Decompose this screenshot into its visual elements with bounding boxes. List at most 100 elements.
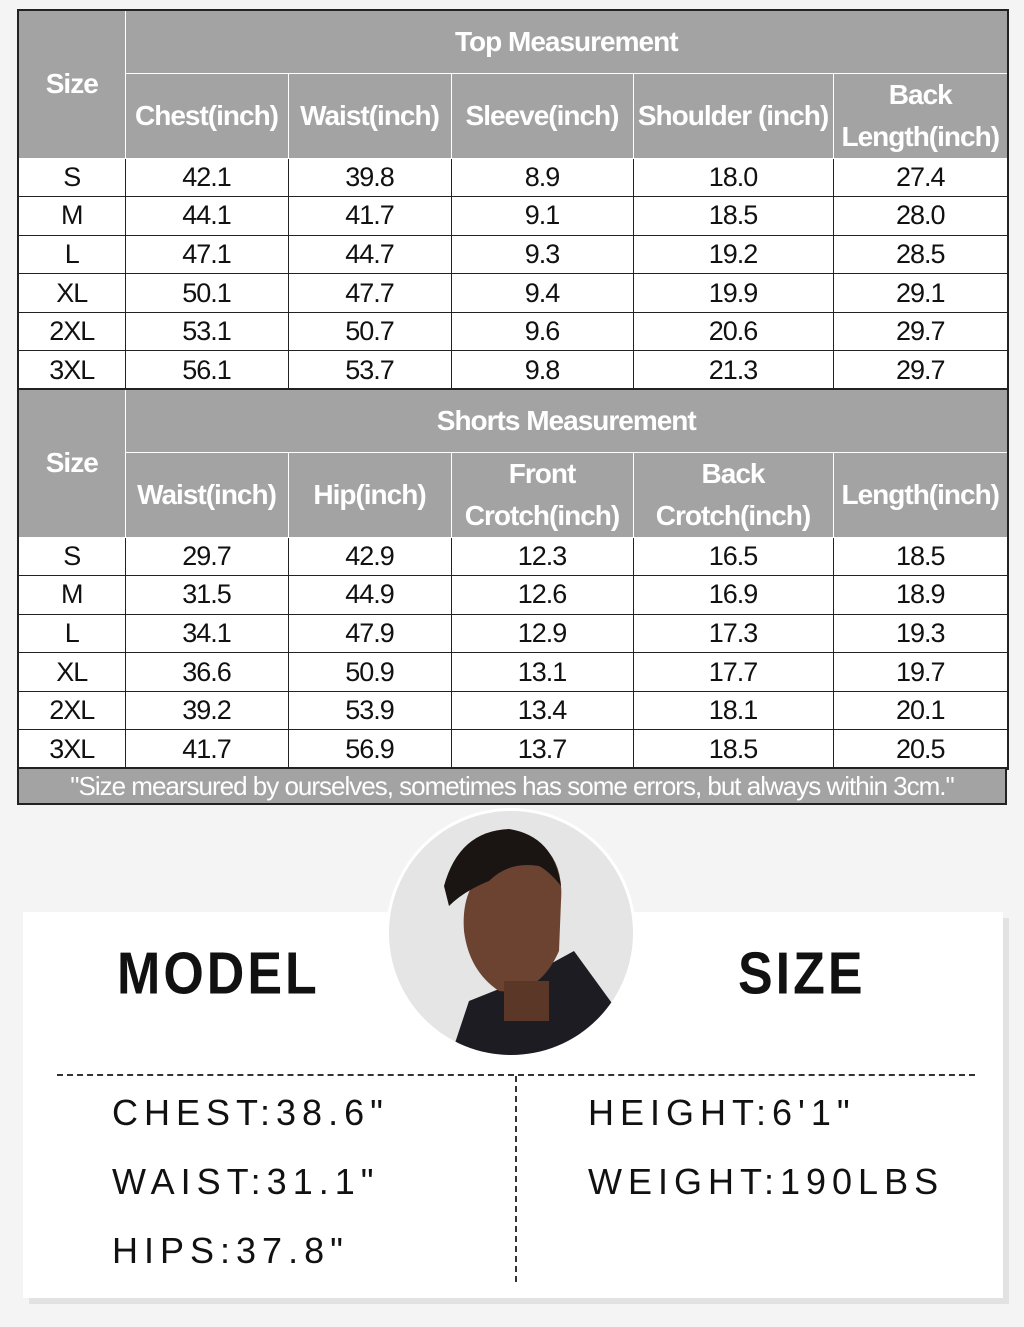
table-title: Shorts Measurement	[124, 388, 1009, 453]
column-header: Length(inch)	[832, 451, 1009, 538]
table-row: 2XL 39.2 53.9 13.4 18.1 20.1	[17, 690, 1009, 731]
column-header: Back Crotch(inch)	[632, 451, 834, 538]
value-cell: 18.5	[632, 729, 834, 770]
value-cell: 47.1	[124, 234, 289, 275]
value-cell: 28.0	[832, 196, 1009, 236]
size-cell: XL	[17, 652, 126, 692]
size-cell: 3XL	[17, 350, 126, 391]
size-title: SIZE	[738, 940, 866, 1008]
value-cell: 44.9	[287, 575, 452, 615]
value-cell: 42.9	[287, 536, 452, 577]
value-cell: 44.7	[287, 234, 452, 275]
value-cell: 29.7	[832, 350, 1009, 391]
table-row: L 34.1 47.9 12.9 17.3 19.3	[17, 613, 1009, 654]
model-height: HEIGHT:6'1"	[588, 1092, 856, 1133]
size-cell: 3XL	[17, 729, 126, 770]
value-cell: 16.5	[632, 536, 834, 577]
value-cell: 13.4	[450, 690, 634, 731]
divider	[515, 1076, 517, 1282]
value-cell: 36.6	[124, 652, 289, 692]
value-cell: 18.5	[632, 196, 834, 236]
size-cell: L	[17, 234, 126, 275]
value-cell: 28.5	[832, 234, 1009, 275]
top-measurement-table: Size Top Measurement Chest(inch) Waist(inc…	[17, 9, 1010, 391]
value-cell: 27.4	[832, 157, 1009, 198]
model-title: MODEL	[117, 940, 320, 1008]
size-cell: 2XL	[17, 311, 126, 352]
value-cell: 12.6	[450, 575, 634, 615]
value-cell: 12.9	[450, 613, 634, 654]
table-row: L 47.1 44.7 9.3 19.2 28.5	[17, 234, 1009, 275]
value-cell: 19.9	[632, 273, 834, 313]
value-cell: 18.1	[632, 690, 834, 731]
value-cell: 47.9	[287, 613, 452, 654]
value-cell: 34.1	[124, 613, 289, 654]
size-cell: S	[17, 536, 126, 577]
table-row: 2XL 53.1 50.7 9.6 20.6 29.7	[17, 311, 1009, 352]
value-cell: 9.4	[450, 273, 634, 313]
value-cell: 29.1	[832, 273, 1009, 313]
value-cell: 17.7	[632, 652, 834, 692]
value-cell: 18.9	[832, 575, 1009, 615]
column-header: Waist(inch)	[124, 451, 289, 538]
value-cell: 29.7	[124, 536, 289, 577]
value-cell: 50.9	[287, 652, 452, 692]
value-cell: 53.1	[124, 311, 289, 352]
value-cell: 44.1	[124, 196, 289, 236]
table-row: S 29.7 42.9 12.3 16.5 18.5	[17, 536, 1009, 577]
model-photo	[386, 808, 636, 1058]
value-cell: 53.9	[287, 690, 452, 731]
column-header: Front Crotch(inch)	[450, 451, 634, 538]
column-header: Back Length(inch)	[832, 72, 1009, 159]
value-cell: 16.9	[632, 575, 834, 615]
table-row: 3XL 56.1 53.7 9.8 21.3 29.7	[17, 350, 1009, 391]
size-cell: M	[17, 575, 126, 615]
size-cell: M	[17, 196, 126, 236]
value-cell: 41.7	[124, 729, 289, 770]
value-cell: 9.3	[450, 234, 634, 275]
value-cell: 31.5	[124, 575, 289, 615]
table-row: S 42.1 39.8 8.9 18.0 27.4	[17, 157, 1009, 198]
value-cell: 19.7	[832, 652, 1009, 692]
value-cell: 19.2	[632, 234, 834, 275]
value-cell: 20.5	[832, 729, 1009, 770]
size-cell: S	[17, 157, 126, 198]
table-row: XL 50.1 47.7 9.4 19.9 29.1	[17, 273, 1009, 313]
value-cell: 41.7	[287, 196, 452, 236]
divider	[57, 1074, 975, 1076]
value-cell: 42.1	[124, 157, 289, 198]
value-cell: 9.1	[450, 196, 634, 236]
size-cell: XL	[17, 273, 126, 313]
value-cell: 17.3	[632, 613, 834, 654]
model-waist: WAIST:31.1"	[112, 1161, 380, 1202]
value-cell: 13.1	[450, 652, 634, 692]
value-cell: 13.7	[450, 729, 634, 770]
value-cell: 53.7	[287, 350, 452, 391]
value-cell: 9.6	[450, 311, 634, 352]
column-header: Shoulder (inch)	[632, 72, 834, 159]
value-cell: 39.8	[287, 157, 452, 198]
table-row: XL 36.6 50.9 13.1 17.7 19.7	[17, 652, 1009, 692]
value-cell: 21.3	[632, 350, 834, 391]
value-cell: 56.1	[124, 350, 289, 391]
column-header: Chest(inch)	[124, 72, 289, 159]
value-cell: 20.1	[832, 690, 1009, 731]
model-hips: HIPS:37.8"	[112, 1230, 349, 1271]
value-cell: 50.7	[287, 311, 452, 352]
value-cell: 50.1	[124, 273, 289, 313]
value-cell: 47.7	[287, 273, 452, 313]
model-portrait-image	[444, 829, 623, 1055]
column-header: Hip(inch)	[287, 451, 452, 538]
value-cell: 18.5	[832, 536, 1009, 577]
column-header: Sleeve(inch)	[450, 72, 634, 159]
table-row: M 31.5 44.9 12.6 16.9 18.9	[17, 575, 1009, 615]
value-cell: 29.7	[832, 311, 1009, 352]
value-cell: 12.3	[450, 536, 634, 577]
column-header: Waist(inch)	[287, 72, 452, 159]
value-cell: 9.8	[450, 350, 634, 391]
size-cell: 2XL	[17, 690, 126, 731]
value-cell: 8.9	[450, 157, 634, 198]
table-row: 3XL 41.7 56.9 13.7 18.5 20.5	[17, 729, 1009, 770]
size-header: Size	[17, 9, 126, 159]
size-cell: L	[17, 613, 126, 654]
